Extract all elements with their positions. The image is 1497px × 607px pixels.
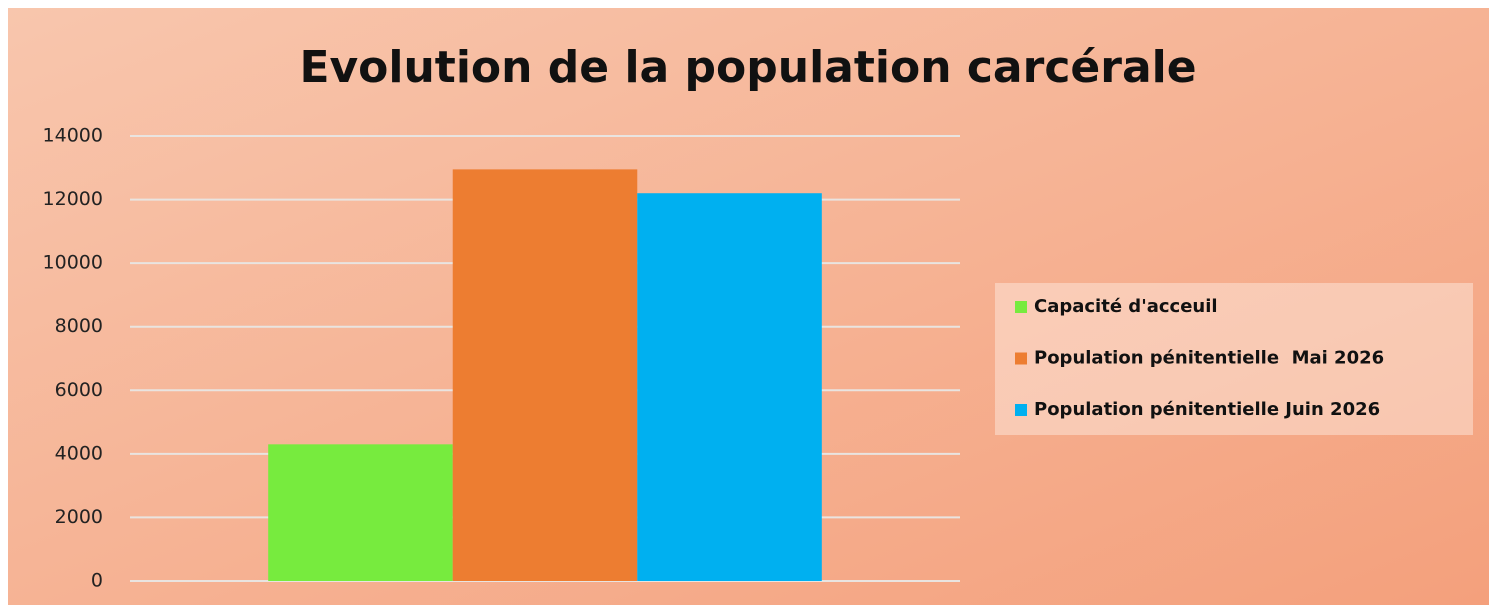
bar	[452, 169, 638, 581]
legend-swatch	[1015, 404, 1027, 416]
legend-label: Population pénitentielle Mai 2026	[1034, 348, 1384, 369]
y-tick-label: 10000	[43, 252, 103, 274]
legend-label: Population pénitentielle Juin 2026	[1034, 399, 1380, 420]
y-tick-label: 6000	[55, 379, 103, 401]
legend-box	[995, 283, 1473, 435]
legend-swatch	[1015, 352, 1027, 365]
chart-title: Evolution de la population carcérale	[299, 42, 1196, 93]
y-tick-label: 14000	[43, 125, 103, 147]
legend-swatch	[1015, 301, 1027, 313]
y-tick-label: 12000	[43, 188, 103, 210]
bar	[637, 193, 822, 581]
y-tick-label: 2000	[55, 506, 103, 528]
y-tick-label: 0	[91, 570, 103, 592]
legend-label: Capacité d'acceuil	[1034, 296, 1218, 317]
bar	[268, 444, 453, 581]
y-tick-label: 8000	[55, 315, 103, 337]
y-tick-label: 4000	[55, 442, 103, 464]
